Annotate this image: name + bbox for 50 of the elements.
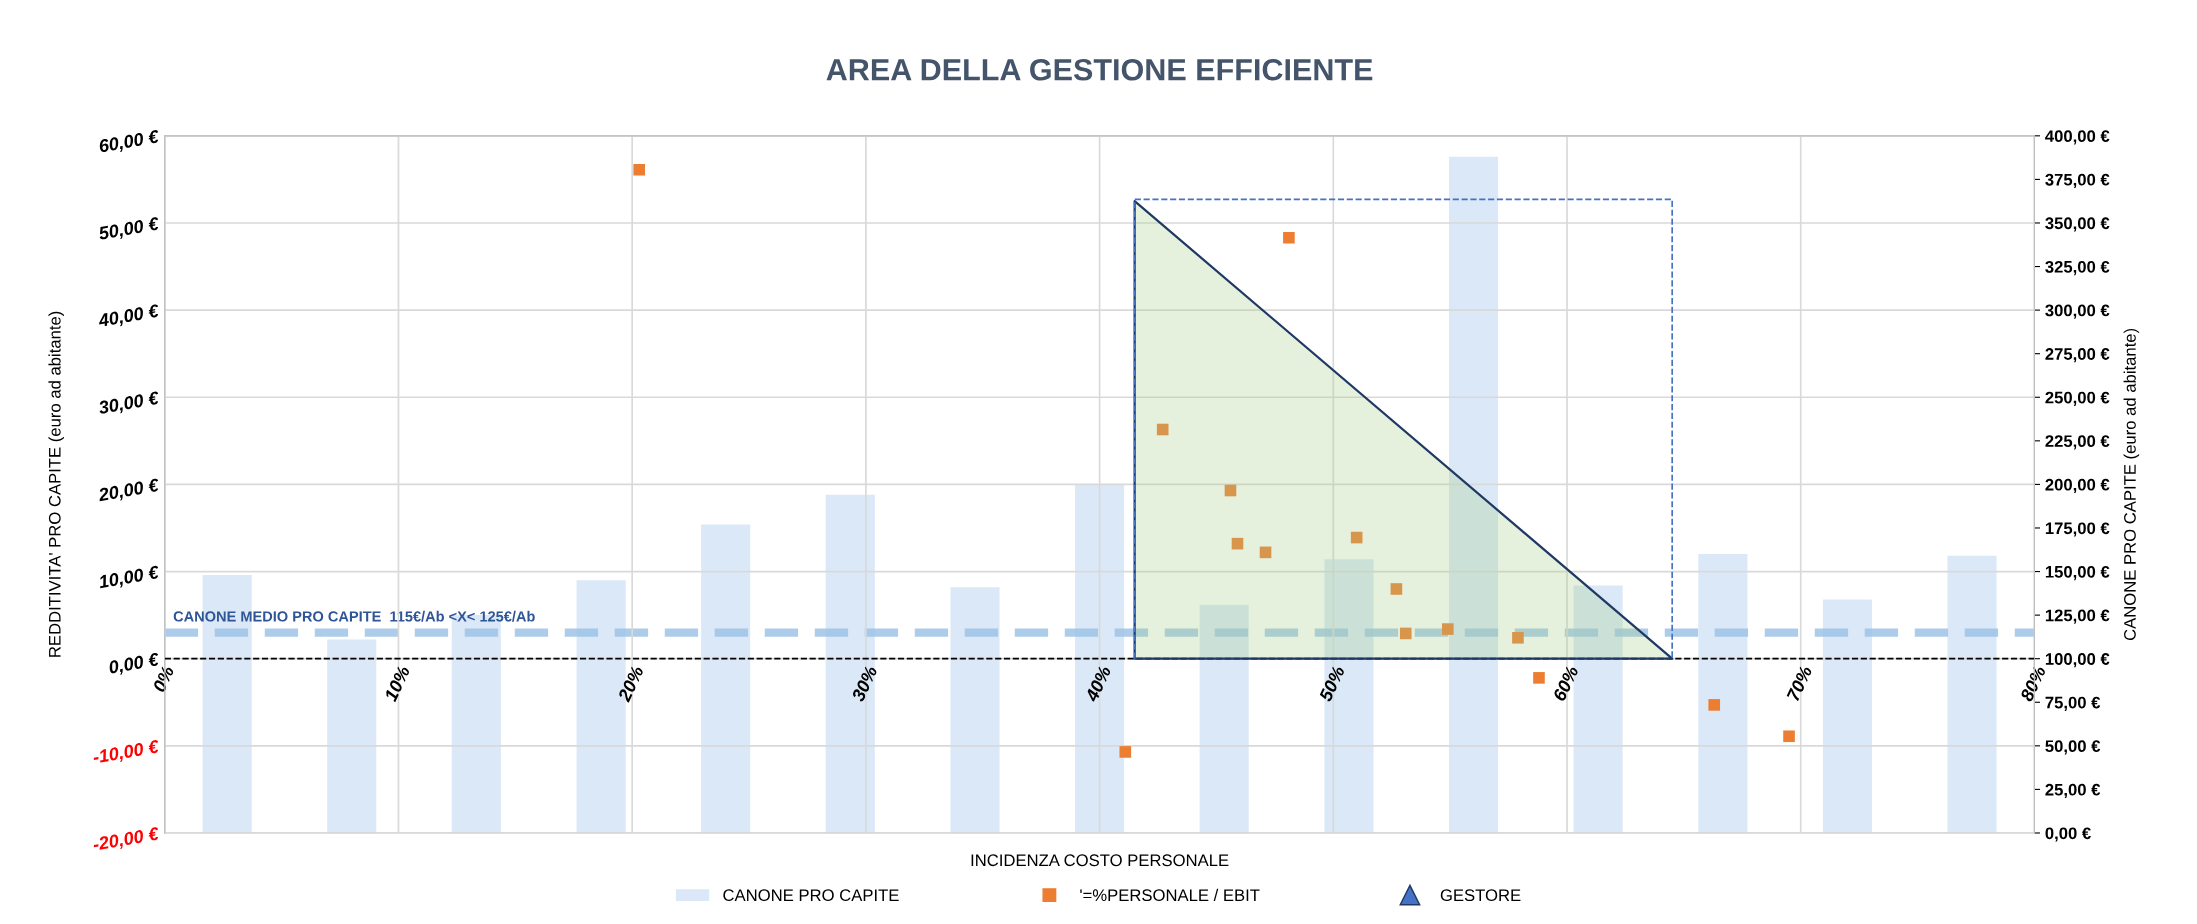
- y-axis-title: REDDITIVITA' PRO CAPITE (euro ad abitante): [48, 311, 64, 657]
- legend-label: GESTORE: [1440, 889, 1521, 902]
- x-tick-label: 20%: [617, 664, 644, 703]
- x-tick-label: 50%: [1318, 664, 1346, 703]
- y-tick-label: 60,00 €: [98, 129, 161, 156]
- y2-tick-label: 25,00 €: [2045, 783, 2101, 799]
- y-tick-label: 10,00 €: [98, 565, 161, 592]
- x-tick-label: 60%: [1552, 664, 1579, 702]
- y2-tick-label: 50,00 €: [2045, 740, 2101, 755]
- y2-tick-label: 275,00 €: [2045, 348, 2110, 363]
- y-tick-label: -20,00 €: [92, 826, 161, 854]
- bar: [950, 587, 1000, 833]
- y2-tick-label: 325,00 €: [2045, 260, 2110, 276]
- chart-title: AREA DELLA GESTIONE EFFICIENTE: [826, 58, 1373, 81]
- bar: [1822, 599, 1872, 833]
- y-tick-label: -10,00 €: [92, 739, 161, 767]
- bar: [701, 524, 751, 833]
- y2-tick-label: 175,00 €: [2045, 522, 2110, 537]
- bar: [825, 494, 875, 833]
- y2-tick-label: 100,00 €: [2045, 653, 2110, 668]
- bar: [1075, 484, 1125, 833]
- y2-tick-label: 0,00 €: [2045, 827, 2091, 842]
- x-tick-label: 40%: [1084, 664, 1112, 703]
- y2-tick-label: 75,00 €: [2045, 696, 2101, 711]
- y2-tick-label: 225,00 €: [2045, 435, 2110, 450]
- y2-tick-label: 150,00 €: [2045, 565, 2110, 581]
- x-tick-label: 70%: [1786, 664, 1813, 702]
- legend-label: CANONE PRO CAPITE: [723, 889, 899, 902]
- x-tick-label: 30%: [851, 664, 878, 703]
- bar: [1448, 156, 1499, 833]
- bar: [1199, 604, 1249, 833]
- bar: [327, 639, 377, 833]
- y2-tick-label: 300,00 €: [2045, 304, 2110, 319]
- y2-tick-label: 250,00 €: [2045, 391, 2110, 406]
- y2-tick-label: 125,00 €: [2045, 609, 2110, 624]
- x-tick-label: 10%: [383, 664, 411, 703]
- y2-tick-label: 350,00 €: [2045, 217, 2110, 232]
- ref-line-label: CANONE MEDIO PRO CAPITE 115€/Ab <X< 125€/Ab: [173, 610, 535, 622]
- y2-tick-label: 375,00 €: [2045, 173, 2110, 189]
- x-axis-title: INCIDENZA COSTO PERSONALE: [971, 854, 1229, 867]
- bar: [1947, 555, 1997, 833]
- bar: [1698, 554, 1748, 833]
- legend-label: '=%PERSONALE / EBIT: [1080, 888, 1260, 902]
- y-tick-label: 30,00 €: [97, 391, 161, 417]
- y2-tick-label: 200,00 €: [2045, 478, 2110, 494]
- y-tick-label: 20,00 €: [97, 478, 161, 505]
- y2-axis-title: CANONE PRO CAPITE (euro ad abitante): [2123, 328, 2140, 641]
- y-tick-label: 40,00 €: [97, 303, 161, 330]
- y2-tick-label: 400,00 €: [2045, 130, 2110, 145]
- y-tick-label: 50,00 €: [97, 216, 161, 243]
